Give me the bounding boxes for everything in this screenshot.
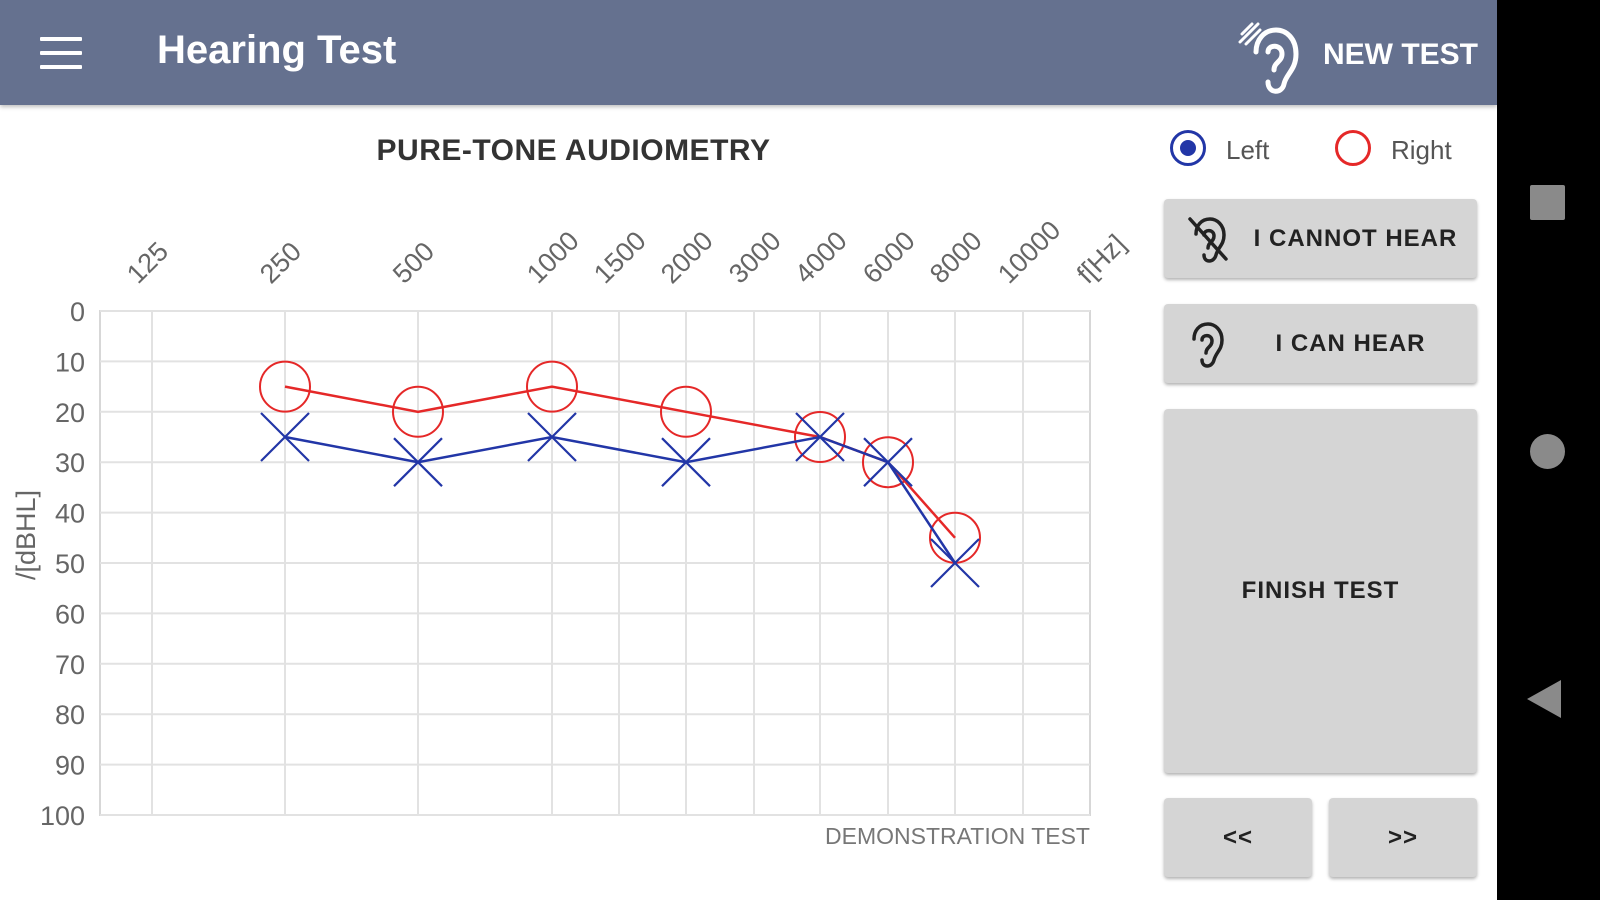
- x-axis-label: f[Hz]: [1071, 229, 1131, 289]
- right-ear-marker: [794, 411, 846, 463]
- left-ear-marker: [393, 437, 443, 487]
- left-ear-marker: [863, 437, 913, 487]
- left-ear-marker: [930, 538, 980, 588]
- x-tick-labels: 125 250 500 1000 1500 2000 3000 4000 6000 8000 100…: [121, 215, 1131, 289]
- next-label: >>: [1387, 824, 1419, 851]
- previous-label: <<: [1222, 824, 1254, 851]
- app-bar: Hearing Test NEW TEST: [0, 0, 1497, 105]
- x-tick-label: 2000: [655, 226, 719, 290]
- audiogram-chart: 125 250 500 1000 1500 2000 3000 4000 6000 8000 100…: [11, 215, 1131, 849]
- radio-selected-icon: [1170, 130, 1206, 166]
- y-tick-label: 40: [55, 499, 85, 529]
- x-tick-label: 10000: [992, 215, 1066, 289]
- square-recents-icon[interactable]: [1530, 185, 1565, 220]
- y-tick-label: 70: [55, 650, 85, 680]
- left-ear-marker: [661, 437, 711, 487]
- y-tick-label: 10: [55, 347, 85, 377]
- hamburger-menu-icon[interactable]: [30, 26, 90, 80]
- new-test-label: NEW TEST: [1323, 38, 1478, 71]
- cannot-hear-button[interactable]: I CANNOT HEAR: [1164, 199, 1477, 278]
- left-ear-marker: [527, 412, 577, 462]
- x-tick-label: 1000: [521, 226, 585, 290]
- right-ear-radio[interactable]: Right: [1335, 126, 1475, 176]
- x-tick-label: 125: [121, 236, 174, 289]
- right-ear-label: Right: [1391, 135, 1452, 165]
- ear-icon: [1192, 322, 1224, 368]
- right-ear-marker: [862, 436, 914, 489]
- y-tick-label: 0: [70, 297, 85, 327]
- new-test-button[interactable]: NEW TEST: [1228, 14, 1488, 94]
- right-ear-marker: [392, 385, 444, 438]
- x-tick-label: 4000: [789, 226, 853, 290]
- right-ear-marker: [660, 385, 712, 438]
- can-hear-button[interactable]: I CAN HEAR: [1164, 304, 1477, 383]
- right-ear-marker: [526, 360, 578, 413]
- x-tick-label: 3000: [723, 226, 787, 290]
- x-tick-label: 6000: [857, 226, 921, 290]
- triangle-back-icon[interactable]: [1527, 680, 1561, 718]
- radio-unselected-icon: [1335, 130, 1371, 166]
- y-tick-label: 50: [55, 549, 85, 579]
- cannot-hear-label: I CANNOT HEAR: [1253, 225, 1458, 252]
- x-tick-label: 1500: [588, 226, 652, 290]
- y-tick-label: 30: [55, 448, 85, 478]
- y-tick-label: 80: [55, 700, 85, 730]
- y-tick-label: 100: [40, 801, 85, 831]
- x-tick-label: 250: [254, 236, 307, 289]
- x-tick-label: 8000: [924, 226, 988, 290]
- y-tick-label: 60: [55, 599, 85, 629]
- next-button[interactable]: >>: [1329, 798, 1477, 877]
- y-tick-labels: 0 10 20 30 40 50 60 70 80 90 100: [40, 297, 85, 831]
- left-ear-marker: [795, 412, 845, 462]
- system-navigation-bar: [1497, 0, 1600, 900]
- right-ear-marker: [259, 360, 311, 413]
- y-tick-label: 90: [55, 751, 85, 781]
- left-ear-radio[interactable]: Left: [1170, 126, 1300, 176]
- app-title: Hearing Test: [157, 28, 397, 72]
- ear-sound-icon: [1238, 22, 1299, 94]
- finish-test-label: FINISH TEST: [1241, 577, 1400, 604]
- finish-test-button[interactable]: FINISH TEST: [1164, 409, 1477, 773]
- demonstration-annotation: DEMONSTRATION TEST: [825, 823, 1090, 849]
- chart-title: PURE-TONE AUDIOMETRY: [376, 134, 771, 167]
- y-tick-label: 20: [55, 398, 85, 428]
- ear-crossed-icon: [1188, 217, 1228, 263]
- can-hear-label: I CAN HEAR: [1275, 330, 1426, 357]
- x-tick-label: 500: [387, 236, 440, 289]
- left-ear-label: Left: [1226, 135, 1270, 165]
- y-axis-label: /[dBHL]: [11, 490, 41, 580]
- circle-home-icon[interactable]: [1530, 434, 1565, 469]
- left-ear-marker: [260, 412, 310, 462]
- previous-button[interactable]: <<: [1164, 798, 1312, 877]
- app-window: Hearing Test NEW TEST PURE-TONE AUDIOMET…: [0, 0, 1497, 877]
- chart-series: [259, 360, 981, 588]
- chart-grid: [99, 310, 1091, 816]
